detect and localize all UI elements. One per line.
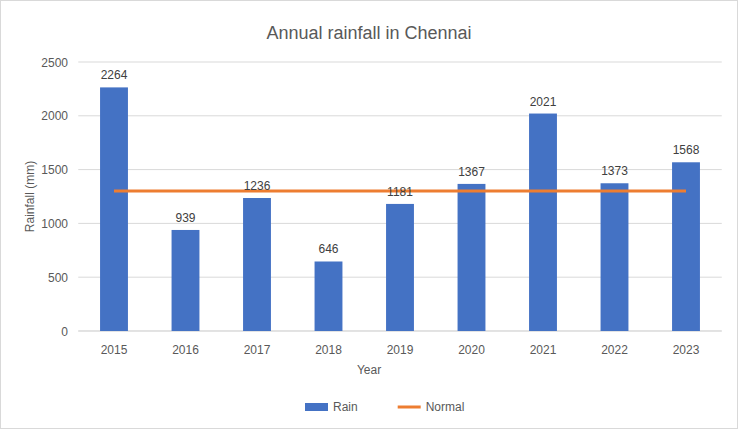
data-label: 939 — [175, 211, 195, 225]
x-tick-label: 2019 — [387, 343, 414, 357]
grid-line — [78, 62, 722, 63]
chart-canvas: Annual rainfall in Chennai 0 500 1000 1500 20… — [0, 0, 738, 429]
y-tick-label: 1500 — [41, 163, 68, 177]
bar — [601, 183, 629, 331]
x-tick-label: 2023 — [673, 343, 700, 357]
bar — [172, 230, 200, 331]
y-tick-label: 2000 — [41, 109, 68, 123]
bar — [386, 204, 414, 331]
bar — [458, 184, 486, 331]
bar — [315, 261, 343, 331]
data-label: 2021 — [530, 95, 557, 109]
bar — [529, 114, 557, 331]
data-label: 1181 — [387, 185, 413, 199]
chart-frame — [1, 1, 738, 429]
x-tick-label: 2016 — [172, 343, 199, 357]
bar — [672, 162, 700, 331]
y-tick-label: 2500 — [41, 56, 68, 70]
x-tick-label: 2018 — [315, 343, 342, 357]
plot-marks — [100, 87, 700, 331]
legend-swatch — [398, 406, 421, 409]
x-tick-label: 2015 — [101, 343, 128, 357]
y-tick-label: 0 — [61, 325, 68, 339]
bar — [100, 87, 128, 331]
data-label: 2264 — [101, 68, 128, 82]
data-label: 1373 — [601, 164, 628, 178]
legend-swatch — [305, 403, 328, 411]
data-label: 1367 — [458, 165, 485, 179]
x-tick-label: 2020 — [458, 343, 485, 357]
bar — [243, 198, 271, 331]
grid-line — [78, 115, 722, 116]
y-axis-title: Rainfall (mm) — [23, 161, 37, 232]
x-axis-title: Year — [357, 363, 381, 377]
data-label: 1568 — [673, 143, 700, 157]
data-label: 646 — [318, 242, 338, 256]
x-tick-label: 2017 — [244, 343, 271, 357]
legend-label: Rain — [333, 400, 358, 414]
x-tick-label: 2021 — [530, 343, 557, 357]
x-tick-label: 2022 — [601, 343, 628, 357]
legend-label: Normal — [426, 400, 465, 414]
legend: Rain Normal — [305, 400, 464, 414]
data-label: 1236 — [244, 179, 271, 193]
y-tick-label: 1000 — [41, 217, 68, 231]
chart-title: Annual rainfall in Chennai — [266, 23, 471, 43]
y-tick-label: 500 — [48, 271, 68, 285]
